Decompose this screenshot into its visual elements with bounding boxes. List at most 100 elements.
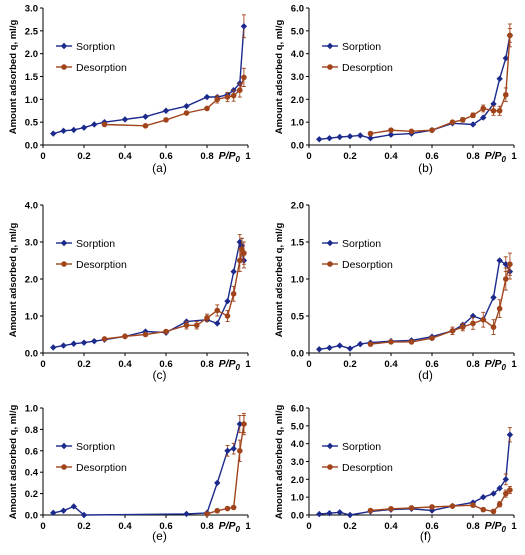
data-point [241, 421, 247, 427]
x-tick-label: 0.2 [77, 151, 90, 162]
x-axis-label: P/P0 [219, 358, 241, 372]
legend-label: Desorption [342, 62, 393, 74]
data-point [237, 448, 243, 454]
data-point [490, 100, 497, 108]
data-point [316, 510, 323, 518]
data-point [496, 75, 503, 82]
data-point [357, 340, 364, 348]
data-point [429, 335, 435, 342]
data-point [214, 507, 221, 514]
series-line [206, 423, 245, 515]
legend-label: Desorption [76, 62, 127, 74]
data-point [203, 93, 211, 101]
data-point [470, 320, 476, 327]
chart-panel-3: 0.0 1.0 2.0 3.0 4.0 0 0.2 0.4 0.6 0.8 1 P/P0 Amount … [8, 201, 251, 383]
data-point [490, 107, 497, 114]
x-tick-label: 0.8 [466, 521, 479, 532]
data-point [502, 261, 509, 268]
data-point [428, 507, 436, 514]
x-tick-label: 0 [306, 151, 311, 162]
panel-caption: (d) [418, 368, 433, 382]
data-point [326, 344, 333, 352]
series-desorption [367, 486, 513, 515]
x-tick-label: 0 [40, 521, 45, 532]
y-tick-label: 3.0 [291, 72, 304, 83]
data-point [50, 509, 57, 517]
series-desorption [367, 252, 513, 347]
x-tick-label: 0.2 [77, 521, 90, 532]
data-point [408, 339, 415, 345]
x-tick-label: 0 [306, 521, 311, 532]
x-tick-label: 0 [40, 151, 45, 162]
x-tick-label: 0.6 [425, 521, 438, 532]
data-point [183, 102, 190, 110]
data-point [237, 257, 243, 264]
data-point [503, 276, 509, 282]
data-point [60, 342, 67, 349]
data-point [241, 74, 247, 81]
data-point [142, 331, 149, 338]
series-line [319, 259, 511, 350]
x-tick-label: 0.8 [200, 521, 213, 532]
data-point [70, 126, 77, 134]
y-tick-label: 1.0 [291, 493, 304, 504]
series-sorption [50, 234, 248, 351]
data-point [326, 510, 333, 517]
y-tick-label: 4.0 [291, 49, 304, 60]
data-point [503, 490, 509, 497]
x-tick-label: 1 [511, 359, 517, 370]
data-point [470, 112, 476, 119]
y-tick-label: 5.0 [291, 421, 304, 432]
x-tick-label: 0.4 [118, 359, 132, 370]
y-tick-label: 3.0 [25, 4, 38, 15]
data-point [80, 511, 88, 519]
x-tick-label: 0.2 [343, 151, 356, 162]
series-line [370, 264, 511, 345]
legend-marker [60, 239, 68, 247]
x-tick-label: 0 [40, 359, 45, 370]
x-tick-label: 1 [245, 359, 251, 370]
series-sorption [50, 14, 248, 137]
data-point [367, 341, 374, 347]
y-tick-label: 6.0 [291, 404, 304, 415]
y-axis-label: Amount adsorbed q, ml/g [8, 223, 19, 338]
data-point [449, 503, 456, 509]
y-tick-label: 1.5 [25, 72, 39, 83]
y-tick-label: 0.0 [25, 511, 38, 522]
series-line [53, 26, 245, 135]
data-point [91, 337, 98, 345]
data-point [204, 511, 210, 517]
data-point [60, 507, 67, 514]
data-point [496, 305, 503, 312]
data-point [230, 268, 237, 275]
y-tick-label: 2.5 [25, 26, 39, 37]
x-tick-label: 0.4 [118, 151, 132, 162]
data-point [183, 510, 190, 518]
data-point [346, 511, 354, 519]
data-point [163, 328, 169, 335]
y-tick-label: 0.2 [25, 489, 38, 500]
y-tick-label: 0.0 [25, 141, 38, 152]
data-point [346, 345, 354, 352]
data-point [503, 91, 509, 98]
legend-marker [326, 42, 334, 50]
y-tick-label: 2.0 [25, 49, 38, 60]
data-point [224, 298, 231, 305]
x-axis-label: P/P0 [219, 520, 241, 534]
data-point [496, 501, 503, 508]
data-point [336, 509, 343, 516]
legend: Sorption Desorption [322, 41, 393, 74]
data-point [367, 134, 374, 142]
legend-label: Sorption [76, 238, 115, 250]
series-sorption [316, 256, 514, 353]
legend-marker [327, 64, 333, 70]
data-point [408, 505, 415, 511]
legend-label: Sorption [342, 441, 381, 453]
chart-panel-4: 0.0 0.5 1.0 1.5 2.0 0 0.2 0.4 0.6 0.8 1 P/P0 Amount … [274, 201, 517, 383]
data-point [236, 420, 243, 428]
series-desorption [367, 23, 513, 137]
x-axis-label: P/P0 [485, 520, 507, 534]
y-tick-label: 0.0 [291, 511, 304, 522]
data-point [204, 315, 210, 321]
